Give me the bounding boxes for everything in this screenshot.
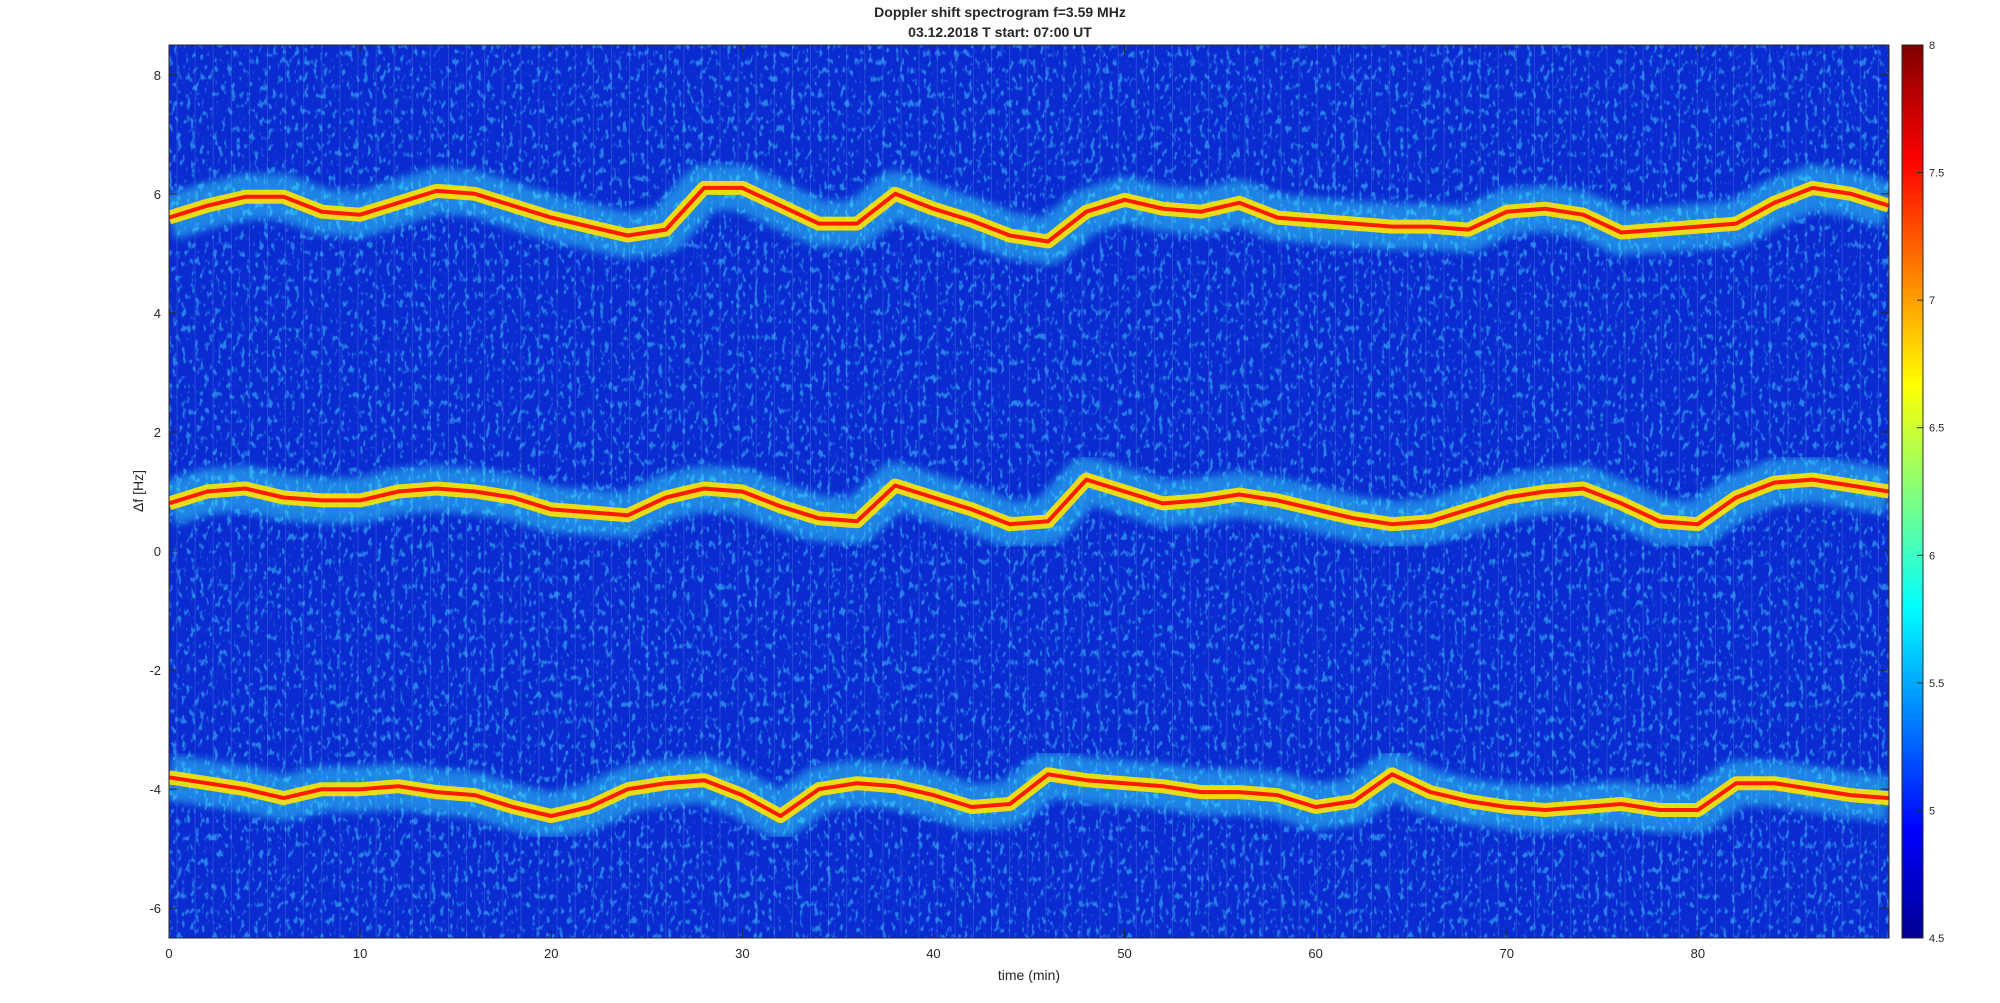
colorbar-ticks: 8 7.5 7 6.5 6 5.5 5 4.5 xyxy=(1917,40,1944,945)
chart-title: Doppler shift spectrogram f=3.59 MHz xyxy=(874,4,1126,20)
y-tick-label: 6 xyxy=(154,187,161,202)
plot-frame xyxy=(168,44,1890,939)
trace-core-0 xyxy=(169,185,1889,244)
y-tick-label: -6 xyxy=(149,901,161,916)
y-tick-label: 0 xyxy=(154,544,161,559)
y-tick-label: 4 xyxy=(154,306,161,321)
x-tick-label: 40 xyxy=(926,946,940,961)
x-tick-label: 50 xyxy=(1117,946,1131,961)
trace-core-2 xyxy=(169,772,1889,818)
y-axis-ticks: 8 6 4 2 0 -2 -4 -6 xyxy=(149,68,1889,916)
axes xyxy=(168,44,1890,939)
y-tick-label: -4 xyxy=(149,782,161,797)
x-axis-label: time (min) xyxy=(998,967,1060,983)
y-tick-label: 8 xyxy=(154,68,161,83)
colorbar-tick-label: 7.5 xyxy=(1929,168,1944,180)
x-tick-label: 20 xyxy=(544,946,558,961)
y-tick-label: -2 xyxy=(149,663,161,678)
colorbar-tick-label: 7 xyxy=(1929,295,1935,307)
colorbar-tick-label: 6.5 xyxy=(1929,423,1944,435)
colorbar-tick-label: 5 xyxy=(1929,805,1935,817)
colorbar-tick-label: 4.5 xyxy=(1929,933,1944,945)
x-tick-label: 0 xyxy=(165,946,172,961)
colorbar-tick-label: 8 xyxy=(1929,40,1935,52)
doppler-traces xyxy=(169,164,1889,839)
y-axis-label: Δf [Hz] xyxy=(130,470,146,512)
x-axis-ticks: 0 10 20 30 40 50 60 70 80 xyxy=(165,45,1705,961)
chart-subtitle: 03.12.2018 T start: 07:00 UT xyxy=(908,24,1092,40)
y-tick-label: 2 xyxy=(154,425,161,440)
trace-core-1 xyxy=(169,477,1889,527)
x-tick-label: 30 xyxy=(735,946,749,961)
colorbar-tick-label: 5.5 xyxy=(1929,678,1944,690)
x-tick-label: 80 xyxy=(1691,946,1705,961)
x-tick-label: 70 xyxy=(1500,946,1514,961)
x-tick-label: 10 xyxy=(353,946,367,961)
x-tick-label: 60 xyxy=(1308,946,1322,961)
colorbar-tick-label: 6 xyxy=(1929,550,1935,562)
colorbar xyxy=(1901,44,1924,939)
